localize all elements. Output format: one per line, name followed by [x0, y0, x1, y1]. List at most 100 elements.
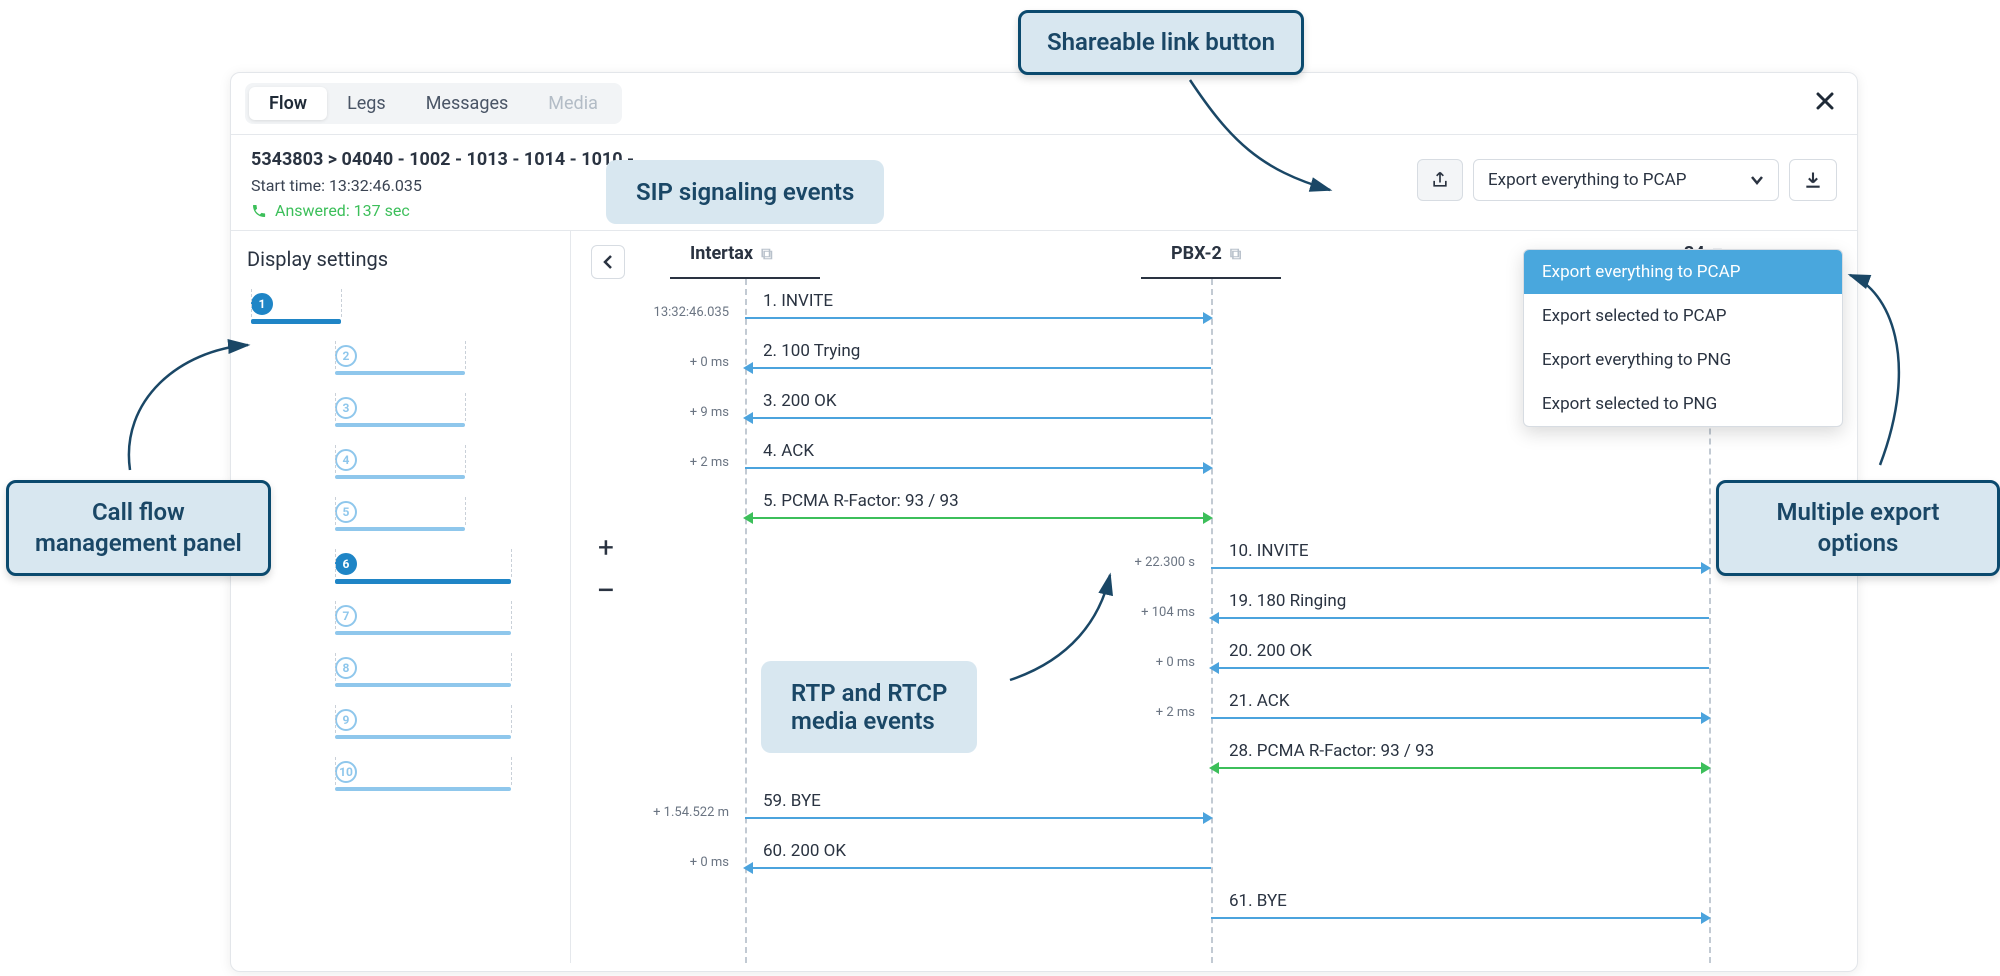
export-option[interactable]: Export everything to PNG	[1524, 338, 1842, 382]
message-timestamp: + 0 ms	[609, 855, 729, 870]
message-timestamp: 13:32:46.035	[609, 305, 729, 320]
display-settings-panel: Display settings 1 2 3 4 5 6 7 8 9 10	[231, 231, 571, 963]
segment-bar	[335, 475, 465, 479]
callout-panel-l1: Call flow	[35, 497, 242, 528]
callout-export-text: Multiple export options	[1777, 498, 1940, 557]
segment-item[interactable]: 10	[251, 757, 560, 809]
message-arrow	[1211, 917, 1709, 919]
callout-sip-text: SIP signaling events	[636, 178, 854, 206]
segment-item[interactable]: 3	[251, 393, 560, 445]
tab-media: Media	[528, 87, 618, 120]
segment-bar	[335, 371, 465, 375]
message-row[interactable]: + 2 ms4. ACK	[651, 441, 1837, 491]
segment-bar	[251, 319, 341, 324]
message-label: 5. PCMA R-Factor: 93 / 93	[763, 491, 959, 511]
answered-status: Answered: 137 sec	[251, 201, 1837, 220]
segment-bubble: 6	[335, 553, 357, 575]
message-row[interactable]: 5. PCMA R-Factor: 93 / 93	[651, 491, 1837, 541]
zoom-out-button[interactable]: −	[591, 582, 621, 600]
message-row[interactable]: 61. BYE	[651, 891, 1837, 925]
segment-bar	[335, 631, 511, 635]
message-timestamp: + 0 ms	[609, 355, 729, 370]
segment-bubble: 1	[251, 293, 273, 315]
segment-item[interactable]: 9	[251, 705, 560, 757]
segment-bar	[335, 527, 465, 531]
message-arrow	[745, 817, 1211, 819]
message-timestamp: + 2 ms	[609, 455, 729, 470]
copy-icon[interactable]: ⧉	[1230, 244, 1241, 264]
export-option[interactable]: Export selected to PCAP	[1524, 294, 1842, 338]
download-button[interactable]	[1789, 159, 1837, 201]
chevron-left-icon	[602, 255, 614, 269]
segment-item[interactable]: 6	[251, 549, 560, 601]
message-label: 21. ACK	[1229, 691, 1290, 711]
segment-bubble: 3	[335, 397, 357, 419]
segment-item[interactable]: 7	[251, 601, 560, 653]
export-select-label: Export everything to PCAP	[1488, 170, 1686, 190]
message-timestamp: + 0 ms	[1075, 655, 1195, 670]
segment-bubble: 4	[335, 449, 357, 471]
callout-export-options: Multiple export options	[1716, 480, 2000, 576]
callout-rtp-l2: media events	[791, 707, 947, 735]
message-label: 60. 200 OK	[763, 841, 846, 861]
message-label: 28. PCMA R-Factor: 93 / 93	[1229, 741, 1434, 761]
segment-bubble: 8	[335, 657, 357, 679]
export-select[interactable]: Export everything to PCAP	[1473, 159, 1779, 201]
message-label: 1. INVITE	[763, 291, 833, 311]
tab-messages[interactable]: Messages	[406, 87, 529, 120]
back-button[interactable]	[591, 245, 625, 279]
message-row[interactable]: + 0 ms60. 200 OK	[651, 841, 1837, 891]
close-button[interactable]	[1809, 85, 1841, 117]
message-label: 20. 200 OK	[1229, 641, 1312, 661]
segment-item[interactable]: 8	[251, 653, 560, 705]
message-label: 10. INVITE	[1229, 541, 1309, 561]
message-arrow	[1211, 567, 1709, 569]
message-arrow	[745, 517, 1211, 519]
callout-rtp-l1: RTP and RTCP	[791, 679, 947, 707]
message-row[interactable]: + 104 ms 19. 180 Ringing	[651, 591, 1837, 641]
tab-legs[interactable]: Legs	[327, 87, 406, 120]
display-settings-title: Display settings	[241, 247, 560, 271]
message-label: 61. BYE	[1229, 891, 1287, 911]
tab-flow[interactable]: Flow	[249, 87, 327, 120]
participant-intertax: Intertax⧉	[690, 243, 773, 264]
share-icon	[1430, 170, 1450, 190]
export-option[interactable]: Export selected to PNG	[1524, 382, 1842, 426]
message-arrow	[1211, 717, 1709, 719]
segment-item[interactable]: 1	[251, 289, 560, 341]
tab-group: FlowLegsMessagesMedia	[245, 83, 622, 124]
segment-bubble: 2	[335, 345, 357, 367]
message-arrow	[1211, 667, 1709, 669]
copy-icon[interactable]: ⧉	[761, 244, 772, 264]
tab-row: FlowLegsMessagesMedia	[231, 73, 1857, 135]
header-info: 5343803 > 04040 - 1002 - 1013 - 1014 - 1…	[231, 135, 1857, 231]
segment-item[interactable]: 4	[251, 445, 560, 497]
callout-rtp-events: RTP and RTCP media events	[761, 661, 977, 753]
message-timestamp: + 2 ms	[1075, 705, 1195, 720]
message-label: 4. ACK	[763, 441, 814, 461]
share-button[interactable]	[1417, 159, 1463, 201]
message-arrow	[1211, 617, 1709, 619]
message-row[interactable]: + 22.300 s10. INVITE	[651, 541, 1837, 591]
segment-bubble: 10	[335, 761, 357, 783]
segment-bar	[335, 787, 511, 791]
segments-list: 1 2 3 4 5 6 7 8 9 10	[241, 289, 560, 809]
export-option[interactable]: Export everything to PCAP	[1524, 250, 1842, 294]
answered-text: Answered: 137 sec	[275, 201, 410, 220]
zoom-in-button[interactable]: +	[591, 531, 621, 564]
callout-panel-l2: management panel	[35, 528, 242, 559]
message-row[interactable]: + 1.54.522 m59. BYE	[651, 791, 1837, 841]
message-label: 2. 100 Trying	[763, 341, 860, 361]
message-label: 3. 200 OK	[763, 391, 837, 411]
segment-item[interactable]: 5	[251, 497, 560, 549]
download-icon	[1803, 170, 1823, 190]
zoom-controls: + −	[591, 531, 621, 600]
message-timestamp: + 104 ms	[1075, 605, 1195, 620]
message-label: 19. 180 Ringing	[1229, 591, 1346, 611]
segment-bar	[335, 683, 511, 687]
callout-management-panel: Call flow management panel	[6, 480, 271, 576]
message-arrow	[745, 467, 1211, 469]
segment-item[interactable]: 2	[251, 341, 560, 393]
chevron-down-icon	[1750, 173, 1764, 187]
segment-bubble: 5	[335, 501, 357, 523]
